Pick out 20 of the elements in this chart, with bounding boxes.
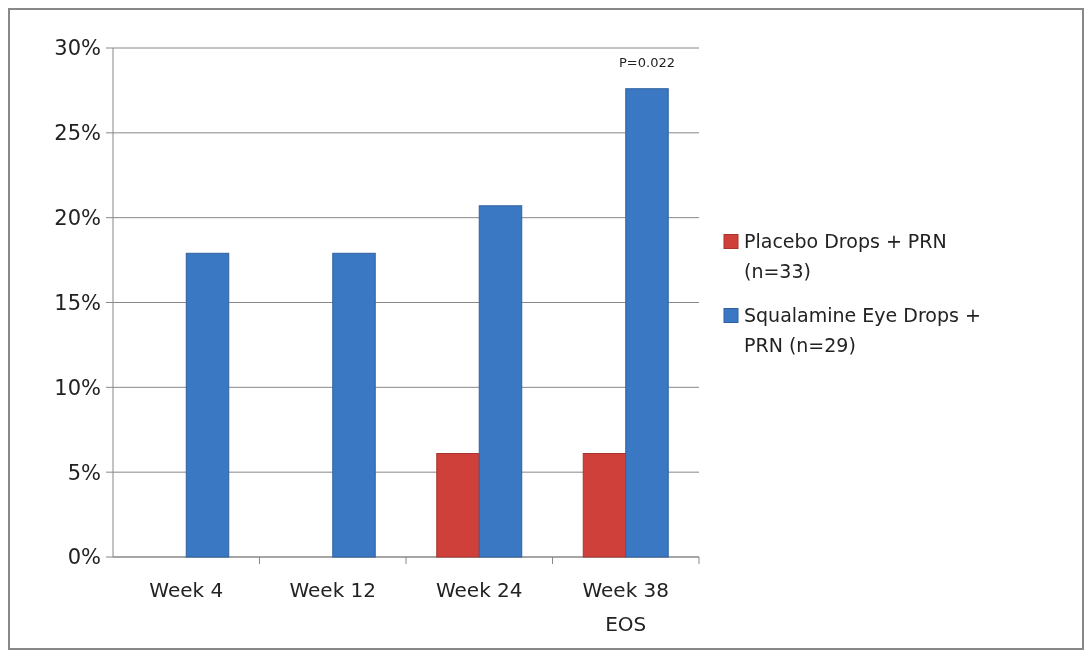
x-tick-label: Week 12 (289, 578, 377, 602)
y-tick-label: 10% (54, 375, 101, 400)
bar (185, 252, 230, 558)
x-tick-label: Week 4 (149, 578, 224, 602)
bar (478, 205, 523, 558)
bar (625, 88, 669, 558)
bar (436, 453, 480, 558)
y-tick-label: 30% (54, 36, 101, 61)
bar (332, 252, 376, 558)
y-tick-label: 15% (54, 290, 101, 315)
annotation: P=0.022 (619, 54, 675, 70)
y-tick-label: 5% (67, 460, 101, 485)
x-tick-label: Week 24 (435, 578, 523, 602)
bar (582, 453, 627, 558)
y-tick-label: 20% (54, 206, 101, 231)
legend-label: Placebo Drops + PRN (n=33) (744, 229, 947, 282)
legend-label: Squalamine Eye Drops + PRN (n=29) (744, 303, 981, 356)
x-tick-label: Week 38 EOS (582, 578, 670, 636)
y-tick-label: 0% (67, 545, 101, 570)
y-tick-label: 25% (54, 121, 101, 146)
